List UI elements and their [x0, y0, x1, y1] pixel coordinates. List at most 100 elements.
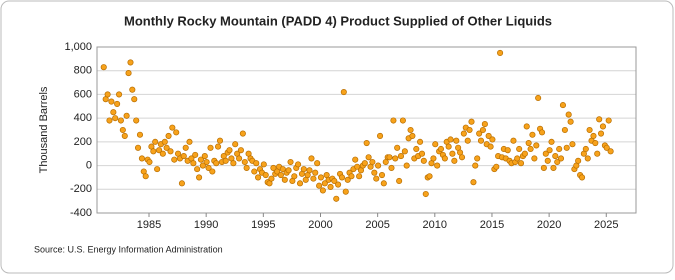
data-point	[134, 144, 142, 151]
y-tick-label: 600	[74, 88, 92, 100]
data-point	[525, 139, 532, 147]
data-point	[552, 153, 559, 160]
data-point	[575, 157, 582, 164]
data-point	[281, 176, 288, 183]
data-point	[376, 132, 384, 139]
x-tick-label: 1995	[251, 219, 275, 231]
data-point	[154, 166, 161, 173]
frame	[0, 0, 674, 274]
data-point	[430, 155, 437, 162]
data-point	[127, 59, 134, 66]
data-point	[481, 121, 488, 128]
data-point	[470, 179, 477, 186]
data-point	[344, 176, 351, 183]
data-point	[230, 160, 237, 167]
data-point	[260, 161, 267, 168]
data-point	[563, 144, 570, 151]
data-point	[373, 175, 380, 182]
data-point	[445, 143, 452, 150]
y-tick-label: 1,000	[64, 41, 92, 53]
data-point	[510, 137, 517, 144]
data-point	[338, 174, 346, 181]
data-point	[399, 117, 406, 124]
data-point	[388, 164, 395, 171]
data-point	[403, 162, 410, 169]
data-point	[407, 126, 414, 134]
data-point	[123, 112, 130, 119]
data-point	[205, 164, 212, 171]
data-point	[163, 144, 170, 151]
data-point	[468, 118, 475, 125]
data-point	[106, 117, 113, 124]
data-point	[226, 147, 233, 154]
data-point	[371, 169, 378, 176]
data-point	[268, 175, 275, 182]
data-point	[605, 117, 612, 124]
data-point	[186, 138, 193, 145]
data-point	[565, 111, 572, 118]
data-point	[464, 137, 471, 144]
data-point	[497, 49, 504, 56]
data-point	[451, 157, 458, 164]
y-tick-label: 0	[86, 159, 92, 171]
data-point	[319, 187, 326, 194]
data-point	[348, 173, 355, 180]
data-point	[361, 160, 368, 167]
data-point	[369, 158, 376, 166]
data-point	[232, 141, 239, 148]
data-point	[316, 182, 323, 189]
data-point	[335, 181, 342, 188]
data-point	[556, 145, 563, 153]
data-point	[203, 158, 210, 166]
plot-border	[96, 46, 637, 214]
data-point	[413, 145, 420, 153]
data-point	[136, 131, 144, 138]
data-point	[578, 174, 586, 181]
data-point	[209, 168, 216, 175]
data-point	[477, 137, 485, 144]
data-point	[314, 160, 321, 167]
x-tick-label: 1990	[194, 219, 218, 231]
data-point	[487, 143, 494, 150]
data-point	[554, 158, 561, 166]
data-point	[215, 143, 222, 150]
x-tick-label: 1985	[137, 219, 161, 231]
data-point	[460, 130, 467, 137]
data-point	[479, 126, 486, 134]
data-point	[596, 116, 603, 123]
data-point	[504, 147, 511, 154]
data-point	[119, 126, 126, 134]
data-point	[340, 89, 347, 96]
data-point	[365, 154, 372, 161]
data-point	[352, 156, 359, 163]
y-axis-label: Thousand Barrels	[38, 86, 50, 173]
data-point	[255, 174, 262, 181]
data-point	[251, 168, 258, 175]
data-point	[169, 124, 176, 131]
data-point	[363, 139, 370, 147]
data-point	[378, 172, 386, 179]
x-tick-label: 2005	[365, 219, 389, 231]
data-point	[390, 117, 397, 124]
data-point	[306, 167, 313, 174]
data-point	[178, 180, 185, 187]
data-point	[535, 94, 542, 102]
data-point	[285, 167, 292, 174]
data-point	[546, 147, 553, 154]
y-tick-label: 200	[74, 136, 92, 148]
data-point	[397, 153, 405, 160]
data-point	[327, 183, 334, 190]
data-point	[523, 123, 530, 130]
data-point	[199, 162, 206, 169]
data-point	[599, 123, 607, 130]
data-point	[458, 154, 466, 161]
data-point	[550, 164, 557, 171]
data-point	[569, 141, 576, 148]
data-point	[538, 129, 546, 136]
data-point	[142, 173, 149, 180]
data-point	[516, 145, 523, 153]
source: Source: U.S. Energy Information Administ…	[34, 244, 223, 254]
data-point	[409, 132, 416, 139]
data-point	[165, 132, 172, 139]
data-point	[396, 177, 403, 185]
